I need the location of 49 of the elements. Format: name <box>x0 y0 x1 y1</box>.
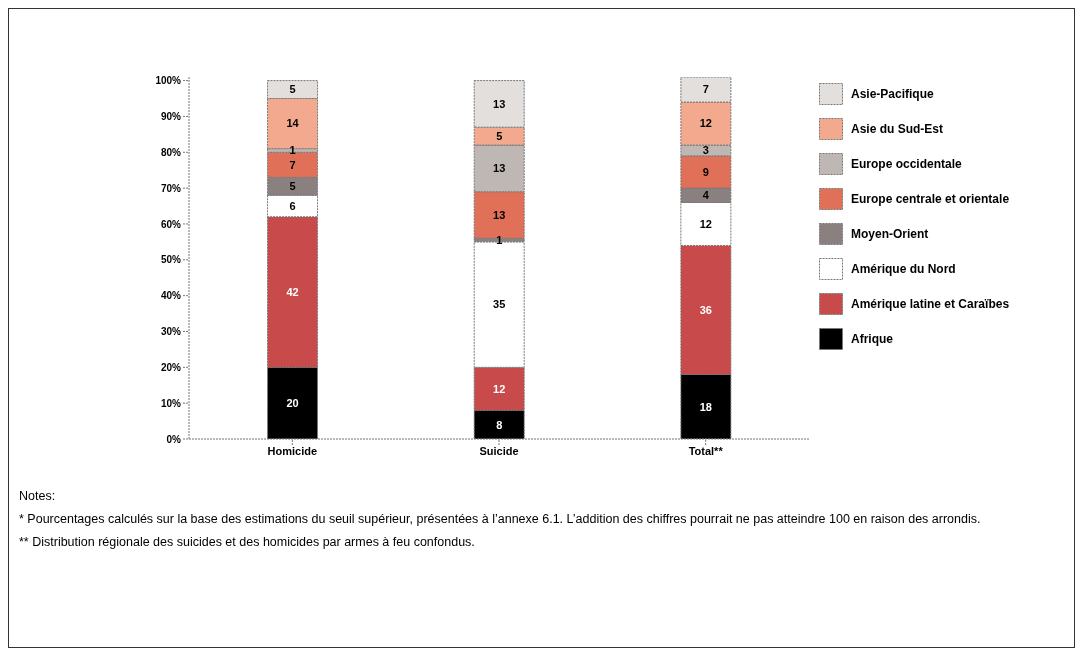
data-label: 4 <box>702 189 710 202</box>
text: Notes: <box>19 488 57 505</box>
y-tick-label: 90% <box>160 110 182 122</box>
data-label: 5 <box>496 130 503 143</box>
data-label: 36 <box>699 303 712 316</box>
y-tick-label: 50% <box>160 254 182 266</box>
data-label: 42 <box>286 285 299 298</box>
data-label: 3 <box>702 144 709 157</box>
data-label: 1 <box>289 144 296 157</box>
data-label: 7 <box>702 83 709 96</box>
legend-label: Amérique du Nord <box>851 262 956 276</box>
legend-label: Europe occidentale <box>851 157 962 171</box>
y-tick-label: 40% <box>160 290 182 302</box>
data-label: 6 <box>289 199 296 212</box>
data-label: 8 <box>496 418 503 431</box>
y-tick-label: 70% <box>160 182 182 194</box>
data-label: 5 <box>289 180 296 193</box>
y-tick-label: 100% <box>155 75 182 87</box>
legend-label: Afrique <box>851 332 893 346</box>
data-label: 20 <box>286 397 299 410</box>
text: * Pourcentages calculés sur la base des estimations du seuil supérieur, présentées à l’annexe 6.1. L’addition des chiffres pourrait ne pas atteindre 100 en raison des arrondis. <box>19 511 982 528</box>
y-tick-label: 60% <box>160 218 182 230</box>
x-tick-label: Suicide <box>479 444 519 457</box>
legend-label: Asie-Pacifique <box>851 87 934 101</box>
y-tick-label: 20% <box>160 361 182 373</box>
legend-label: Europe centrale et orientale <box>851 192 1010 206</box>
legend-label: Amérique latine et Caraïbes <box>851 297 1010 311</box>
data-label: 5 <box>289 83 296 96</box>
data-label: 12 <box>699 117 712 130</box>
y-tick-label: 10% <box>160 397 182 409</box>
y-tick-label: 30% <box>160 326 182 338</box>
data-label: 9 <box>702 165 709 178</box>
x-tick-label: Homicide <box>267 444 318 457</box>
text: ** Distribution régionale des suicides et des homicides par armes à feu confondus. <box>19 534 476 551</box>
data-label: 12 <box>493 382 506 395</box>
data-label: 35 <box>493 298 506 311</box>
data-label: 13 <box>493 97 506 110</box>
data-label: 12 <box>699 217 712 230</box>
legend-label: Asie du Sud-Est <box>851 122 944 136</box>
x-tick-label: Total** <box>688 444 724 457</box>
data-label: 14 <box>286 117 300 130</box>
data-label: 18 <box>699 400 712 413</box>
data-label: 13 <box>493 208 506 221</box>
data-label: 7 <box>289 158 296 171</box>
data-label: 13 <box>493 162 506 175</box>
legend-label: Moyen-Orient <box>851 227 929 241</box>
data-label: 1 <box>496 233 503 246</box>
y-tick-label: 0% <box>166 433 182 445</box>
y-tick-label: 80% <box>160 146 182 158</box>
